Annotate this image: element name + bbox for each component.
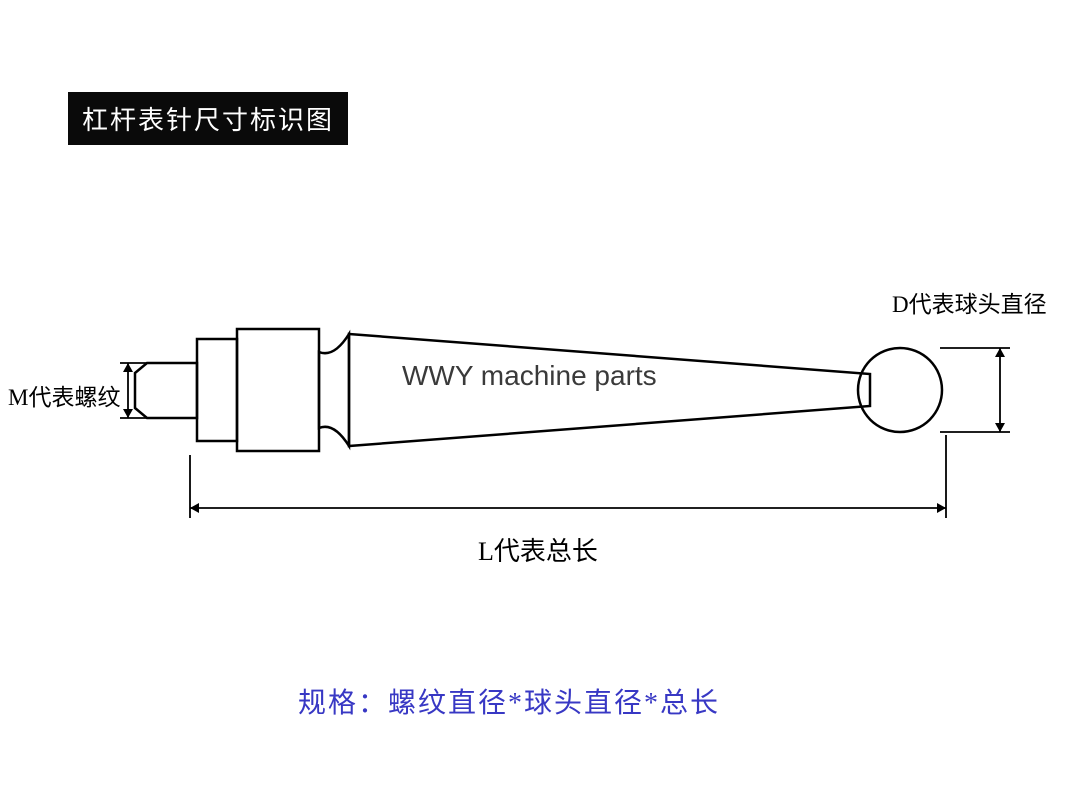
l-total-length-label: L代表总长 — [478, 531, 598, 568]
m-thread-label: M代表螺纹 — [8, 378, 120, 412]
d-ball-diameter-label: D代表球头直径 — [892, 285, 1047, 319]
spec-format-text: 规格：螺纹直径*球头直径*总长 — [298, 681, 720, 721]
watermark-text: WWY machine parts — [402, 360, 657, 392]
stylus-diagram — [0, 0, 1087, 800]
